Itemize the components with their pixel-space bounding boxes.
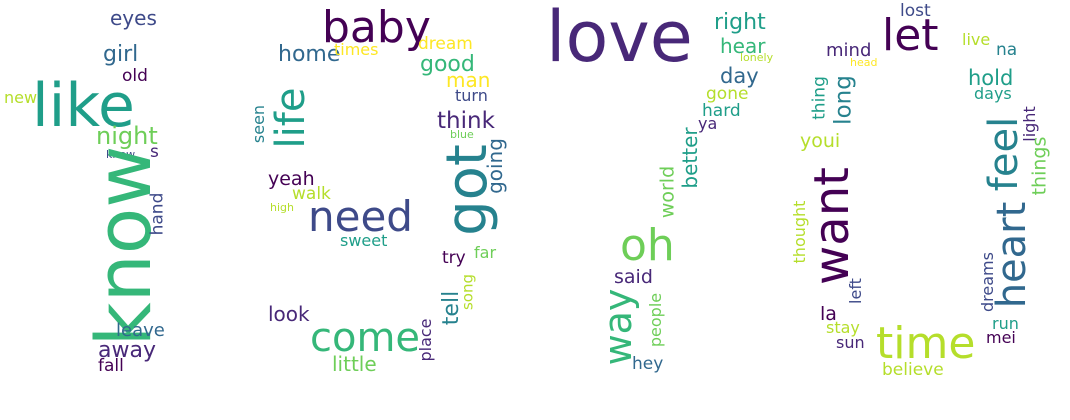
word-said: said bbox=[614, 266, 653, 288]
word-blue: blue bbox=[450, 128, 474, 141]
word-let: let bbox=[882, 10, 939, 61]
word-yeah: yeah bbox=[268, 168, 315, 190]
word-mind: mind bbox=[826, 40, 872, 61]
word-hey: hey bbox=[632, 354, 664, 374]
word-gone: gone bbox=[706, 84, 749, 104]
word-day: day bbox=[720, 64, 759, 88]
word-good: good bbox=[420, 52, 475, 77]
word-things: things bbox=[1028, 136, 1051, 196]
word-new: new bbox=[4, 88, 38, 107]
word-la: la bbox=[820, 303, 837, 325]
word-hard: hard bbox=[702, 101, 741, 121]
word-want: want bbox=[804, 167, 860, 285]
word-right: right bbox=[714, 10, 766, 35]
word-lost: lost bbox=[900, 1, 931, 21]
word-hand: hand bbox=[147, 192, 168, 236]
word-fall: fall bbox=[98, 356, 124, 376]
word-world: world bbox=[656, 165, 679, 219]
word-baby: baby bbox=[322, 2, 431, 53]
word-people: people bbox=[646, 292, 665, 348]
word-long: long bbox=[830, 75, 857, 125]
word-place: place bbox=[416, 318, 435, 362]
word-know: know bbox=[79, 145, 168, 347]
word-head: head bbox=[850, 56, 878, 69]
word-s: s bbox=[150, 142, 159, 162]
word-better: better bbox=[678, 127, 702, 189]
word-sweet: sweet bbox=[340, 231, 388, 250]
word-youi: youi bbox=[800, 130, 841, 152]
word-mei: mei bbox=[986, 328, 1016, 347]
word-thing: thing bbox=[809, 76, 830, 120]
word-time: time bbox=[876, 318, 976, 369]
word-try: try bbox=[442, 248, 466, 268]
word-days: days bbox=[974, 84, 1012, 103]
word-look: look bbox=[268, 302, 310, 326]
word-hold: hold bbox=[968, 66, 1014, 90]
word-stay: stay bbox=[826, 318, 860, 337]
word-eyes: eyes bbox=[110, 6, 157, 30]
word-left: left bbox=[846, 278, 865, 304]
word-need: need bbox=[308, 192, 413, 241]
word-like: like bbox=[32, 71, 135, 141]
word-na: na bbox=[996, 40, 1018, 60]
word-knew: knew bbox=[106, 148, 136, 161]
word-feel: feel bbox=[981, 116, 1027, 192]
word-leave: leave bbox=[116, 320, 165, 341]
word-girl: girl bbox=[103, 42, 139, 67]
word-going: going bbox=[483, 138, 507, 194]
word-home: home bbox=[278, 42, 341, 67]
word-high: high bbox=[270, 201, 294, 214]
word-live: live bbox=[962, 30, 991, 49]
word-oh: oh bbox=[620, 220, 675, 271]
word-love: love bbox=[546, 0, 693, 78]
word-far: far bbox=[474, 243, 497, 262]
word-lonely: lonely bbox=[740, 51, 774, 64]
word-seen: seen bbox=[249, 104, 268, 144]
word-run: run bbox=[992, 314, 1019, 333]
word-heart: heart bbox=[989, 201, 1035, 309]
word-dream: dream bbox=[418, 34, 473, 54]
word-turn: turn bbox=[455, 86, 488, 105]
word-come: come bbox=[310, 315, 421, 361]
word-man: man bbox=[446, 68, 491, 92]
word-ya: ya bbox=[698, 114, 718, 133]
word-dreams: dreams bbox=[978, 252, 997, 312]
word-walk: walk bbox=[292, 184, 331, 204]
word-thought: thought bbox=[790, 200, 809, 264]
word-believe: believe bbox=[882, 360, 944, 380]
word-times: times bbox=[334, 40, 379, 59]
word-song: song bbox=[458, 273, 477, 311]
word-hear: hear bbox=[720, 34, 766, 58]
word-old: old bbox=[122, 66, 148, 86]
word-little: little bbox=[332, 352, 377, 376]
word-night: night bbox=[96, 122, 158, 150]
word-away: away bbox=[98, 338, 156, 363]
word-life: life bbox=[268, 87, 314, 149]
word-sun: sun bbox=[836, 333, 865, 352]
word-think: think bbox=[437, 108, 495, 134]
